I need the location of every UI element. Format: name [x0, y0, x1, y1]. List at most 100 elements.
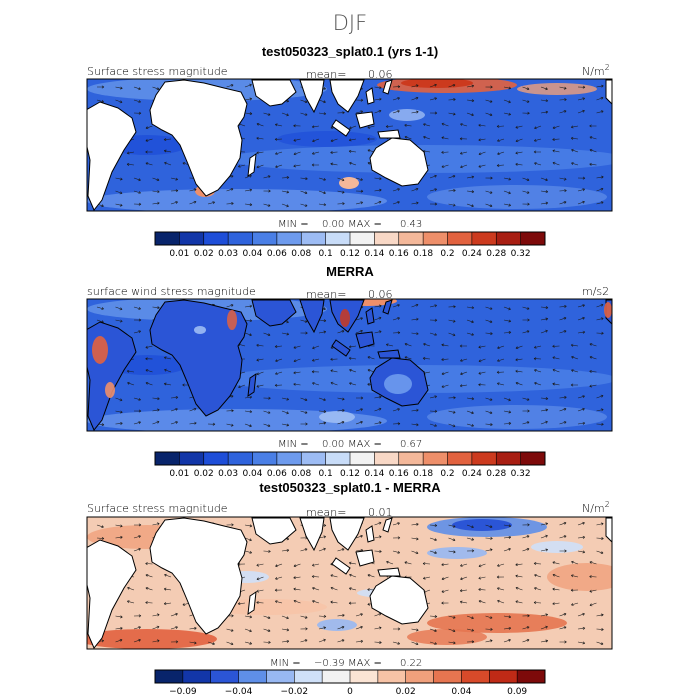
wind-arrow [496, 575, 505, 579]
wind-arrow [577, 200, 585, 205]
wind-arrow [115, 306, 123, 311]
wind-arrow [244, 628, 252, 633]
wind-arrow [189, 188, 197, 192]
wind-arrow [589, 136, 597, 140]
wind-arrow [515, 125, 523, 129]
wind-arrow [163, 149, 172, 153]
wind-arrow [355, 201, 364, 205]
colorbar: −0.09 −0.04 −0.02 0 0.02 0.04 0.09 [154, 669, 546, 697]
wind-arrow [522, 409, 530, 413]
wind-arrow [281, 332, 290, 336]
wind-arrow [570, 136, 579, 140]
wind-arrow [330, 600, 338, 604]
wind-arrow [115, 422, 123, 426]
wind-arrow [466, 549, 475, 553]
wind-arrow [256, 589, 264, 593]
wind-arrow [348, 356, 357, 360]
wind-arrow [522, 330, 530, 334]
wind-arrow [293, 345, 301, 349]
wind-arrow [133, 638, 141, 643]
wind-arrow [570, 125, 579, 129]
max-label: MAX = [348, 439, 382, 450]
wind-arrow [145, 562, 153, 566]
wind-arrow [485, 112, 493, 117]
wind-arrow [300, 99, 308, 104]
wind-arrow [275, 151, 283, 155]
wind-arrow [496, 382, 505, 386]
units-label: m/s2 [582, 285, 609, 298]
wind-arrow [596, 201, 604, 205]
colorbar-tick-label: 0.18 [413, 249, 433, 259]
colorbar-swatch [423, 452, 448, 465]
wind-arrow [540, 86, 548, 91]
field-hotspot [401, 79, 473, 88]
colorbar-swatch [203, 232, 229, 245]
wind-arrow [281, 397, 290, 401]
wind-arrow [503, 177, 512, 181]
wind-arrow [441, 358, 449, 361]
wind-arrow [515, 574, 523, 578]
wind-arrow [274, 383, 283, 387]
wind-arrow [503, 524, 512, 528]
field-coldspot [317, 619, 357, 631]
wind-arrow [522, 190, 530, 194]
wind-arrow [126, 151, 135, 155]
wind-arrow [485, 190, 493, 194]
colorbar-swatch [210, 670, 239, 683]
wind-arrow [374, 177, 382, 181]
wind-arrow [448, 189, 456, 193]
wind-arrow [596, 187, 604, 192]
wind-arrow [237, 164, 246, 168]
colorbar-swatch [350, 232, 375, 245]
wind-arrow [460, 358, 468, 362]
wind-arrow [478, 138, 486, 142]
wind-arrow [497, 151, 505, 155]
wind-arrow [281, 628, 290, 632]
wind-arrow [330, 381, 338, 386]
wind-arrow [256, 601, 264, 605]
wind-arrow [312, 600, 320, 604]
wind-arrow [552, 587, 560, 591]
colorbar-tick-label: 0.03 [218, 249, 238, 259]
wind-arrow [115, 535, 123, 539]
colorbar-swatch [301, 232, 326, 245]
wind-arrow [540, 613, 549, 617]
wind-arrow [577, 641, 586, 645]
colorbar-tick-label: 0.03 [218, 469, 238, 479]
wind-arrow [503, 99, 511, 104]
colorbar-swatch [496, 452, 521, 465]
wind-arrow [497, 358, 505, 362]
wind-arrow [355, 408, 363, 412]
wind-arrow [533, 138, 542, 142]
colorbar-swatch [350, 452, 375, 465]
wind-arrow [577, 176, 586, 180]
wind-arrow [577, 109, 585, 114]
wind-arrow [330, 162, 338, 166]
wind-arrow [349, 161, 357, 166]
wind-arrow [429, 537, 437, 541]
wind-arrow [244, 203, 253, 207]
colorbar-tick-label: 0.06 [267, 469, 287, 479]
wind-arrow [589, 124, 597, 128]
min-value: 0.00 [322, 219, 344, 230]
wind-arrow [164, 573, 172, 578]
colorbar-tick-label: 0.1 [318, 469, 332, 479]
wind-arrow [478, 358, 486, 363]
wind-arrow [503, 319, 512, 323]
wind-arrow [577, 85, 586, 89]
mean-value: 0.06 [368, 288, 393, 301]
wind-arrow [589, 589, 597, 593]
colorbar-tick-label: 0.1 [318, 249, 332, 259]
wind-arrow [534, 162, 542, 166]
wind-arrow [318, 626, 327, 630]
colorbar-swatch [398, 452, 424, 465]
wind-arrow [411, 84, 419, 88]
wind-arrow [496, 587, 505, 591]
wind-arrow [145, 138, 153, 142]
wind-arrow [485, 306, 493, 310]
wind-arrow [596, 613, 604, 617]
wind-arrow [540, 639, 549, 643]
mean-label: mean= [306, 68, 346, 81]
wind-arrow [577, 626, 586, 630]
wind-arrow [263, 396, 271, 400]
